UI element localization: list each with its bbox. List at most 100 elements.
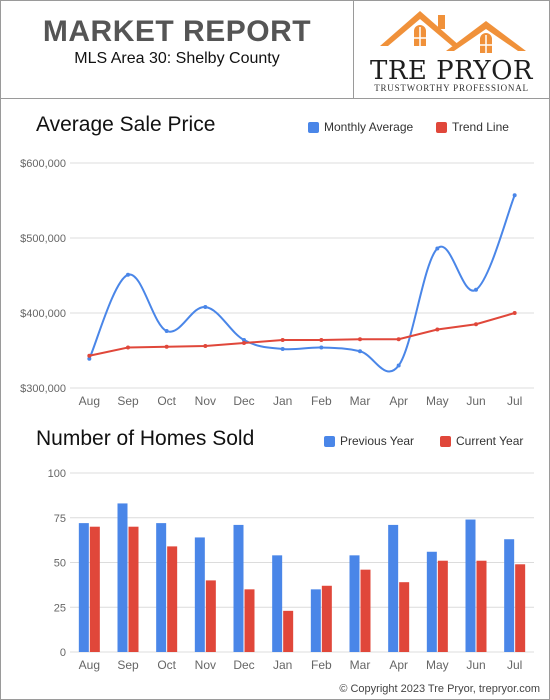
bar-current-year-jul[interactable] [515,564,526,652]
data-point-monthly-average-jul[interactable] [512,193,517,198]
price-chart-x-tick-label-sep: Sep [117,394,139,408]
legend-swatch-monthly-average [308,122,319,133]
data-point-trend-line-feb[interactable] [319,338,324,342]
header-divider [1,98,549,99]
bar-current-year-apr[interactable] [399,582,410,652]
data-point-trend-line-sep[interactable] [126,345,130,350]
data-point-monthly-average-apr[interactable] [396,363,401,368]
legend-label-current-year: Current Year [456,434,524,448]
bar-current-year-jan[interactable] [283,610,294,652]
data-point-monthly-average-aug[interactable] [87,356,92,361]
bar-current-year-feb[interactable] [321,585,332,652]
data-point-trend-line-mar[interactable] [358,337,362,342]
price-chart-x-tick-label-may: May [426,394,449,408]
chart-title-average-sale-price: Average Sale Price [36,113,216,136]
bar-previous-year-feb[interactable] [310,589,321,652]
homes-chart-y-tick-label: 100 [48,468,66,480]
legend-label-monthly-average: Monthly Average [324,120,414,134]
data-point-monthly-average-nov[interactable] [203,305,208,309]
bar-previous-year-jun[interactable] [465,519,476,652]
price-chart-y-tick-label: $500,000 [20,233,66,245]
data-point-trend-line-jan[interactable] [280,338,285,342]
data-point-monthly-average-dec[interactable] [242,338,246,342]
report-title: MARKET REPORT [42,15,312,48]
price-chart-x-tick-label-jan: Jan [273,394,292,408]
price-chart-x-tick-label-aug: Aug [79,394,100,408]
bar-previous-year-nov[interactable] [194,537,205,652]
data-point-trend-line-apr[interactable] [396,337,401,342]
bar-previous-year-sep[interactable] [117,503,128,652]
homes-chart-x-tick-label-feb: Feb [311,658,332,672]
brand-tagline: TRUSTWORTHY PROFESSIONAL [374,83,529,93]
bar-current-year-aug[interactable] [89,526,100,652]
homes-chart-x-tick-label-apr: Apr [389,658,408,672]
legend-label-previous-year: Previous Year [340,434,415,448]
data-point-monthly-average-jan[interactable] [280,347,285,351]
bar-current-year-oct[interactable] [167,546,178,652]
data-point-monthly-average-jun[interactable] [474,287,478,292]
price-chart-x-tick-label-jul: Jul [507,394,522,408]
data-point-monthly-average-feb[interactable] [319,345,324,350]
bar-current-year-dec[interactable] [244,589,255,652]
price-chart-y-tick-label: $600,000 [20,158,66,170]
price-chart-x-tick-label-apr: Apr [389,394,408,408]
data-point-trend-line-nov[interactable] [203,344,208,348]
series-line-monthly-average [88,194,516,373]
homes-chart-x-tick-label-nov: Nov [195,658,216,672]
bar-current-year-jun[interactable] [476,560,487,652]
bar-previous-year-jan[interactable] [272,555,283,652]
bar-current-year-sep[interactable] [128,526,139,652]
series-line-trend-line [89,312,515,357]
homes-chart-y-tick-label: 0 [60,647,66,659]
homes-chart-x-tick-label-aug: Aug [79,658,100,672]
report-subtitle: MLS Area 30: Shelby County [74,50,280,67]
price-chart-x-tick-label-feb: Feb [311,394,332,408]
homes-chart-x-tick-label-oct: Oct [157,658,176,672]
bar-previous-year-oct[interactable] [156,523,167,652]
brand-name: TRE PRYOR [370,56,533,86]
price-chart-x-tick-label-mar: Mar [350,394,371,408]
homes-chart-x-tick-label-may: May [426,658,449,672]
data-point-trend-line-jun[interactable] [474,322,478,327]
bar-previous-year-jul[interactable] [504,539,515,652]
price-chart-x-tick-label-dec: Dec [233,394,254,408]
legend-swatch-previous-year [324,436,335,447]
bar-previous-year-dec[interactable] [233,524,244,652]
homes-sold-chart: 0 25 50 75 100 Aug Sep Oct Nov Dec Jan Feb Mar Apr May… [48,468,534,672]
price-chart-y-tick-label: $400,000 [20,308,66,320]
data-point-trend-line-jul[interactable] [512,311,517,315]
legend-swatch-current-year [440,436,451,447]
report-header: MARKET REPORT MLS Area 30: Shelby County [1,1,354,98]
data-point-trend-line-aug[interactable] [87,353,92,358]
data-point-monthly-average-sep[interactable] [126,272,130,277]
homes-chart-x-tick-label-mar: Mar [350,658,371,672]
homes-chart-y-tick-label: 50 [54,558,66,570]
data-point-monthly-average-mar[interactable] [358,349,362,354]
copyright-footer: © Copyright 2023 Tre Pryor, trepryor.com [339,683,540,695]
price-chart-y-tick-label: $300,000 [20,383,66,395]
price-chart-x-tick-label-jun: Jun [466,394,485,408]
bar-current-year-mar[interactable] [360,569,371,652]
house-roof-icon [380,11,526,53]
homes-chart-y-tick-label: 75 [54,513,66,525]
data-point-monthly-average-oct[interactable] [164,329,169,333]
data-point-trend-line-oct[interactable] [164,344,169,349]
homes-chart-x-tick-label-jan: Jan [273,658,292,672]
homes-chart-y-tick-label: 25 [54,602,66,614]
bar-current-year-may[interactable] [437,560,448,652]
bar-current-year-nov[interactable] [205,580,216,652]
legend-swatch-trend-line [436,122,447,133]
data-point-monthly-average-may[interactable] [435,246,440,251]
price-chart-x-tick-label-oct: Oct [157,394,176,408]
data-point-trend-line-may[interactable] [435,327,440,332]
bar-previous-year-aug[interactable] [78,523,89,652]
homes-chart-x-tick-label-sep: Sep [117,658,139,672]
bar-previous-year-may[interactable] [426,551,437,652]
brand-logo: TRE PRYOR TRUSTWORTHY PROFESSIONAL [354,1,549,98]
data-point-trend-line-dec[interactable] [242,341,246,345]
bar-previous-year-apr[interactable] [388,524,399,652]
legend-label-trend-line: Trend Line [452,120,509,134]
homes-chart-x-tick-label-jul: Jul [507,658,522,672]
bar-previous-year-mar[interactable] [349,555,360,652]
